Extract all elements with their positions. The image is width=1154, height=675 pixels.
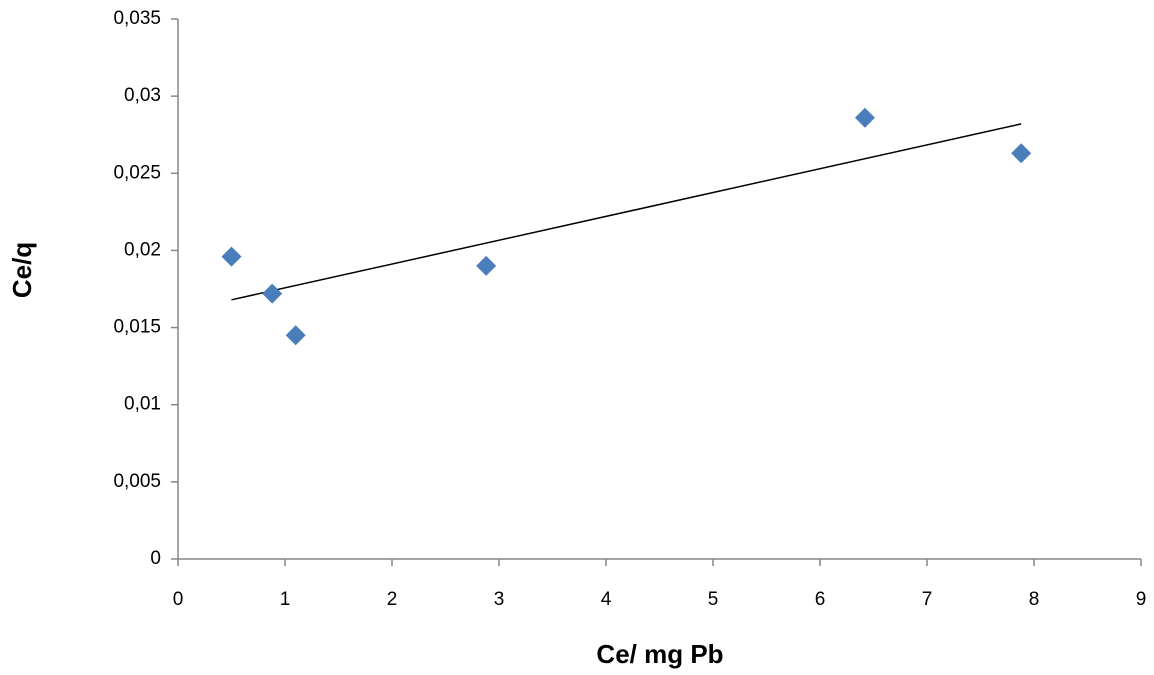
y-tick-label: 0,015 [113,317,161,338]
y-axis-title: Ce/q [7,242,37,298]
y-tick-label: 0,03 [124,85,161,106]
point [476,255,497,276]
x-tick-label: 2 [387,589,398,610]
y-tick-label: 0,01 [124,394,161,415]
point [1011,143,1032,164]
x-tick-label: 5 [708,589,719,610]
x-tick-label: 7 [922,589,933,610]
y-tick-label: 0,025 [113,162,161,183]
x-tick-label: 1 [280,589,291,610]
x-tick-label: 3 [494,589,505,610]
y-tick-label: 0,02 [124,239,161,260]
trendline [231,123,1022,301]
y-tick-label: 0,035 [113,8,161,29]
point [854,107,875,128]
x-tick-label: 4 [601,589,612,610]
y-tick-label: 0 [150,548,161,569]
x-tick-label: 6 [815,589,826,610]
y-tick-label: 0,005 [113,471,161,492]
point [285,325,306,346]
x-axis-title: Ce/ mg Pb [596,639,723,669]
x-tick-label: 9 [1136,589,1147,610]
x-tick-label: 8 [1029,589,1040,610]
point [262,283,283,304]
x-tick-label: 0 [173,589,184,610]
point [221,246,242,267]
